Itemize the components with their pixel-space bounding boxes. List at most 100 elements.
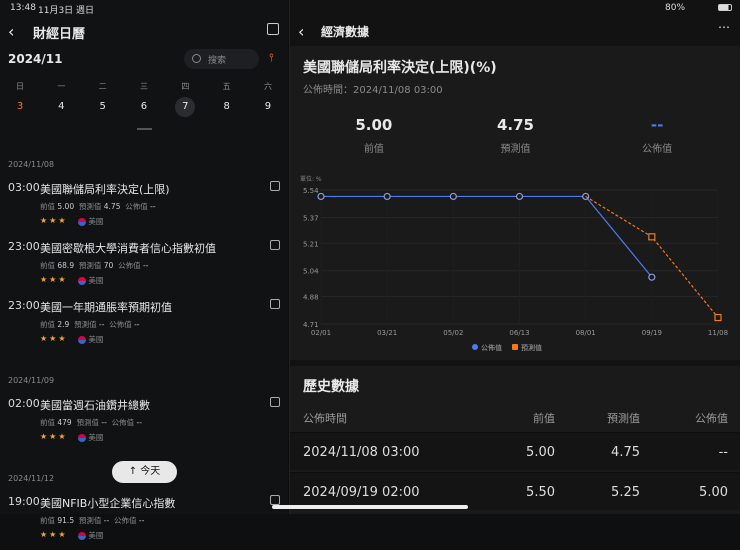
add-calendar-icon[interactable]	[270, 181, 280, 191]
data-point	[648, 273, 656, 281]
x-tick-label: 09/19	[642, 329, 662, 337]
event-time: 19:00	[8, 495, 40, 508]
legend-label: 預測值	[521, 343, 542, 352]
importance-stars: ★★★	[40, 530, 68, 539]
us-flag-icon	[78, 277, 86, 285]
search-input[interactable]: 搜索	[184, 49, 259, 69]
col-header: 公佈值	[695, 412, 728, 425]
day-cell[interactable]: 6	[140, 101, 148, 112]
weekday: 三	[139, 82, 148, 91]
add-calendar-icon[interactable]	[270, 495, 280, 505]
legend-marker	[472, 344, 478, 350]
day-row: 3 4 5 6 7 8 9	[10, 97, 278, 117]
day-cell[interactable]: 3	[16, 101, 24, 112]
date-header: 2024/11/08	[8, 160, 55, 169]
weekday: 四	[181, 82, 190, 91]
more-icon[interactable]: ⋯	[718, 20, 730, 34]
month-label: 2024/11	[8, 52, 63, 66]
event-time: 23:00	[8, 299, 40, 312]
x-tick-label: 02/01	[311, 329, 331, 337]
history-row: 2024/09/19 02:00 5.50 5.25 5.00	[290, 472, 740, 510]
col-header: 預測值	[607, 412, 640, 425]
y-tick-label: 5.04	[303, 268, 319, 276]
weekday: 六	[263, 82, 272, 91]
importance-stars: ★★★	[40, 432, 68, 441]
legend-label: 公佈值	[481, 343, 502, 352]
summary-row: 5.00 前值 4.75 預測值 -- 公佈值	[303, 116, 728, 155]
page-title: 經濟數據	[321, 25, 370, 39]
weekday: 二	[98, 82, 107, 91]
importance-stars: ★★★	[40, 216, 68, 225]
y-tick-label: 4.88	[303, 294, 319, 302]
y-tick-label: 5.54	[303, 187, 319, 195]
day-cell-selected[interactable]: 7	[175, 97, 196, 117]
drag-handle[interactable]	[137, 128, 152, 130]
share-icon[interactable]	[267, 23, 279, 35]
us-flag-icon	[78, 434, 86, 442]
calendar-panel: 13:48 11月3日 週日 ‹ 財經日曆 2024/11 搜索 ⫯ 日 一 二…	[0, 0, 288, 540]
day-cell[interactable]: 9	[264, 101, 272, 112]
weekday: 一	[57, 82, 66, 91]
x-tick-label: 03/21	[377, 329, 397, 337]
indicator-card: 美國聯儲局利率決定(上限)(%) 公佈時間：2024/11/08 03:00 5…	[290, 46, 740, 360]
battery-icon	[718, 4, 732, 11]
event-time: 03:00	[8, 181, 40, 194]
day-cell[interactable]: 4	[58, 101, 65, 112]
event-title: 美國聯儲局利率決定(上限)	[40, 183, 170, 196]
data-point	[449, 192, 457, 201]
history-card: 歷史數據 公佈時間 前值 預測值 公佈值 2024/11/08 03:00 5.00 4.…	[290, 366, 740, 514]
date-header: 2024/11/09	[8, 376, 55, 385]
data-point	[648, 233, 656, 241]
x-tick-label: 06/13	[509, 329, 529, 337]
day-cell[interactable]: 8	[223, 101, 230, 112]
event-item[interactable]: 23:00 美國密歇根大學消費者信心指數初值 前值 68.9 預測值 70 公佈…	[0, 240, 288, 295]
home-indicator	[272, 505, 468, 509]
x-tick-label: 11/08	[708, 329, 728, 337]
add-calendar-icon[interactable]	[270, 397, 280, 407]
data-point	[582, 192, 590, 201]
event-item[interactable]: 23:00 美國一年期通脹率預期初值 前值 2.9 預測值 -- 公佈值 -- …	[0, 299, 288, 354]
indicator-title: 美國聯儲局利率決定(上限)(%)	[303, 60, 497, 76]
legend-marker	[512, 344, 518, 350]
y-tick-label: 5.21	[303, 240, 319, 248]
event-item[interactable]: 02:00 美國當週石油鑽井總數 前值 479 預測值 -- 公佈值 -- ★★…	[0, 397, 288, 452]
country: 美國	[78, 275, 103, 286]
back-icon[interactable]: ‹	[8, 22, 15, 41]
event-item[interactable]: 19:00 美國NFIB小型企業信心指數 前值 91.5 預測值 -- 公佈值 …	[0, 495, 288, 550]
event-title: 美國NFIB小型企業信心指數	[40, 497, 176, 510]
economic-data-panel: 80% ‹ 經濟數據 ⋯ 美國聯儲局利率決定(上限)(%) 公佈時間：2024/…	[289, 0, 740, 514]
country: 美國	[78, 530, 103, 541]
summary-actual: -- 公佈值	[642, 116, 673, 155]
x-tick-label: 08/01	[576, 329, 596, 337]
search-icon	[192, 54, 201, 63]
country: 美國	[78, 432, 103, 443]
col-header: 前值	[533, 412, 555, 425]
date-header: 2024/11/12	[8, 474, 55, 483]
back-icon[interactable]: ‹	[298, 22, 305, 41]
us-flag-icon	[78, 532, 86, 540]
data-point	[383, 192, 391, 201]
weekday-row: 日 一 二 三 四 五 六	[10, 81, 278, 92]
history-title: 歷史數據	[303, 379, 359, 395]
importance-stars: ★★★	[40, 334, 68, 343]
history-row: 2024/11/08 03:00 5.00 4.75 --	[290, 432, 740, 470]
filter-icon[interactable]: ⫯	[269, 51, 274, 64]
event-item[interactable]: 03:00 美國聯儲局利率決定(上限) 前值 5.00 預測值 4.75 公佈值…	[0, 181, 288, 236]
add-calendar-icon[interactable]	[270, 240, 280, 250]
event-title: 美國一年期通脹率預期初值	[40, 301, 172, 314]
day-cell[interactable]: 5	[99, 101, 106, 112]
col-header: 公佈時間	[303, 412, 347, 425]
event-time: 23:00	[8, 240, 40, 253]
event-time: 02:00	[8, 397, 40, 410]
today-button[interactable]: ↑ 今天	[112, 461, 177, 483]
publish-time: 公佈時間：2024/11/08 03:00	[303, 85, 443, 96]
country: 美國	[78, 334, 103, 345]
page-title: 財經日曆	[33, 27, 86, 42]
event-title: 美國密歇根大學消費者信心指數初值	[40, 242, 216, 255]
series-line-0	[321, 195, 653, 278]
importance-stars: ★★★	[40, 275, 68, 284]
status-date: 11月3日 週日	[38, 6, 95, 16]
add-calendar-icon[interactable]	[270, 299, 280, 309]
battery-text: 80%	[665, 3, 686, 13]
